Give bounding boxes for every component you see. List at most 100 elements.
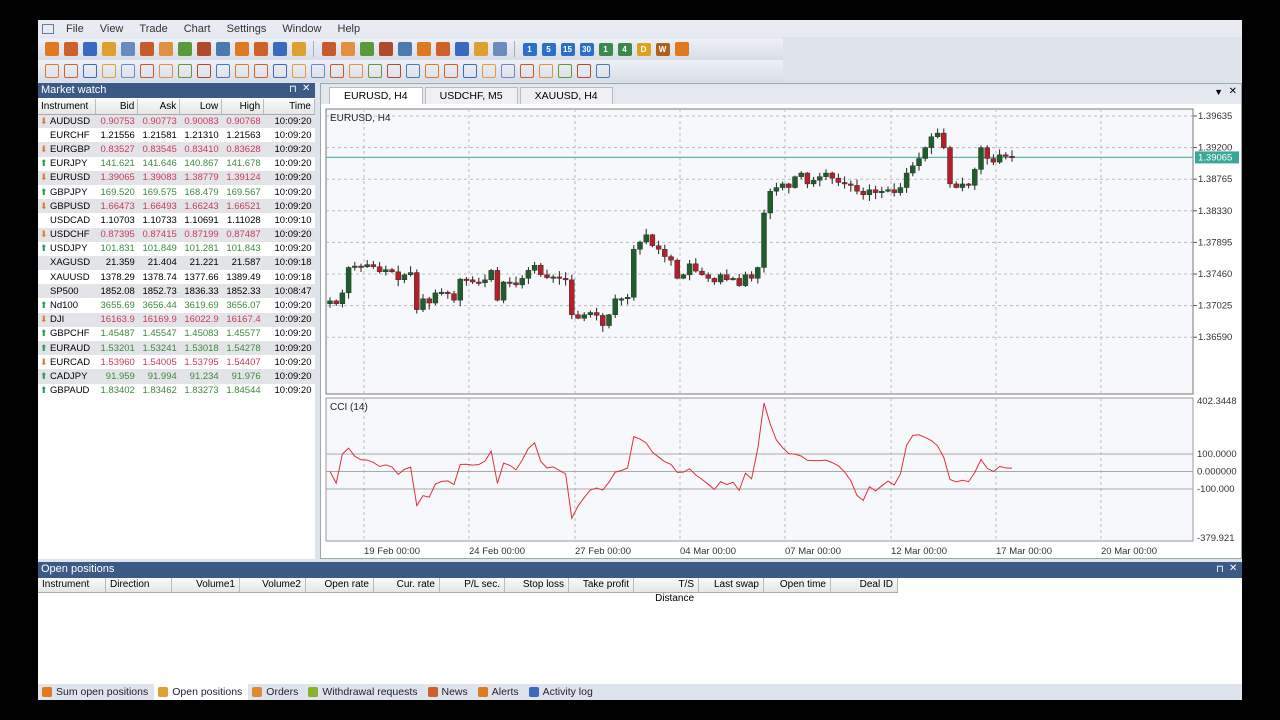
market-watch-row[interactable]: SP500 1852.08 1852.73 1836.33 1852.33 10:08:4…	[38, 284, 315, 299]
candle[interactable]	[860, 187, 866, 200]
market-watch-row[interactable]: ⬇ USDCHF 0.87395 0.87415 0.87199 0.87487 10:09…	[38, 227, 315, 242]
column-header-open-rate[interactable]: Open rate	[306, 578, 374, 592]
candle[interactable]	[748, 271, 755, 282]
candle[interactable]	[631, 245, 637, 301]
label-tool-icon[interactable]	[481, 64, 496, 78]
line-chart-icon[interactable]	[359, 42, 374, 56]
column-header-instrument[interactable]: Instrument	[38, 99, 97, 115]
sell-icon[interactable]	[177, 42, 192, 56]
candle[interactable]	[538, 263, 544, 277]
candle[interactable]	[581, 312, 587, 322]
candle[interactable]	[879, 186, 885, 199]
market-watch-row[interactable]: ⬇ AUDUSD 0.90753 0.90773 0.90083 0.90768 10:09…	[38, 114, 315, 129]
gear-disabled-icon[interactable]	[538, 64, 553, 78]
folder-open-icon[interactable]	[272, 42, 287, 56]
candle[interactable]	[934, 128, 941, 139]
timeframe-button[interactable]: W	[655, 42, 670, 56]
candle[interactable]	[978, 145, 984, 175]
market-watch-row[interactable]: ⬆ GBPAUD 1.83402 1.83462 1.83273 1.84544 10:09…	[38, 384, 315, 398]
menu-view[interactable]: View	[99, 22, 124, 35]
candle[interactable]	[600, 313, 606, 332]
market-watch-row[interactable]: ⬆ Nd100 3655.69 3656.44 3619.69 3656.07 10:09:…	[38, 298, 315, 312]
candle[interactable]	[965, 182, 972, 189]
crosshair-icon[interactable]	[473, 42, 488, 56]
vertical-line-icon[interactable]	[158, 64, 173, 78]
column-header-volume2[interactable]: Volume2	[240, 578, 306, 592]
connect-icon[interactable]	[44, 42, 59, 56]
candle[interactable]	[376, 262, 383, 274]
bottom-tab-orders[interactable]: Orders	[248, 684, 304, 700]
candle[interactable]	[922, 146, 928, 162]
candle[interactable]	[649, 233, 656, 248]
column-header-open-time[interactable]: Open time	[764, 578, 831, 592]
candle[interactable]	[686, 259, 693, 281]
market-watch-row[interactable]: ⬆ USDJPY 101.831 101.849 101.281 101.843 10:09…	[38, 242, 315, 256]
market-watch-row[interactable]: ⬇ EURGBP 0.83527 0.83545 0.83410 0.83628 10:09…	[38, 142, 315, 157]
candle[interactable]	[519, 275, 525, 289]
candle[interactable]	[972, 167, 978, 190]
andrews-icon[interactable]	[367, 64, 382, 78]
market-watch-row[interactable]: XAGUSD 21.359 21.404 21.221 21.587 10:09:18	[38, 255, 315, 271]
candle[interactable]	[531, 261, 538, 274]
pin-icon[interactable]: ⊓	[289, 84, 297, 95]
candle[interactable]	[624, 293, 631, 305]
pencil-icon[interactable]	[177, 64, 192, 78]
fibo-retracement-icon[interactable]	[272, 64, 287, 78]
chart-tab[interactable]: USDCHF, M5	[424, 87, 518, 104]
timeframe-button[interactable]: 15	[560, 42, 575, 56]
candlestick-chart-icon[interactable]	[340, 42, 355, 56]
timeframe-button[interactable]: 5	[541, 42, 556, 56]
candle[interactable]	[643, 228, 649, 245]
candle[interactable]	[829, 171, 835, 185]
market-watch-row[interactable]: ⬆ CADJPY 91.959 91.994 91.234 91.976 10:09:20	[38, 369, 315, 384]
close-icon[interactable]: ✕	[1229, 563, 1238, 574]
scroll-icon[interactable]	[416, 42, 431, 56]
bottom-tab-activity-log[interactable]: Activity log	[525, 684, 599, 700]
candle[interactable]	[525, 267, 532, 284]
candle[interactable]	[370, 260, 377, 269]
chart-tab[interactable]: XAUUSD, H4	[519, 87, 613, 104]
candle[interactable]	[352, 261, 358, 271]
column-header-volume1[interactable]: Volume1	[172, 578, 240, 592]
fibo-levels-icon[interactable]	[291, 64, 306, 78]
crosshair-tool-icon[interactable]	[63, 64, 78, 78]
market-watch-icon[interactable]	[82, 42, 97, 56]
candle[interactable]	[736, 274, 742, 287]
market-watch-row[interactable]: ⬆ GBPJPY 169.520 169.575 168.479 169.567 10:09…	[38, 185, 315, 199]
market-watch-row[interactable]: ⬆ EURAUD 1.53201 1.53241 1.53018 1.54278 10:09…	[38, 341, 315, 356]
candle[interactable]	[457, 277, 463, 307]
candle[interactable]	[866, 184, 873, 201]
bottom-tab-alerts[interactable]: Alerts	[474, 684, 525, 700]
regression-icon[interactable]	[386, 64, 401, 78]
market-watch-row[interactable]: ⬆ EURJPY 141.621 141.646 140.867 141.678 10:09…	[38, 157, 315, 171]
menu-file[interactable]: File	[66, 22, 84, 35]
tab-list-icon[interactable]: ▼	[1214, 87, 1223, 97]
column-header-time[interactable]: Time	[263, 99, 315, 115]
market-watch-row[interactable]: ⬇ EURUSD 1.39065 1.39083 1.38779 1.39124 10:09…	[38, 170, 315, 185]
candle[interactable]	[587, 310, 594, 318]
price-chart[interactable]: 1.39635 1.39200 1.38765 1.38330 1.37895 1.374…	[321, 104, 1241, 558]
candle[interactable]	[407, 266, 414, 277]
candle[interactable]	[513, 276, 519, 288]
candle[interactable]	[841, 176, 848, 189]
column-header-p-l-sec-[interactable]: P/L sec.	[440, 578, 505, 592]
candle[interactable]	[941, 128, 947, 150]
candle[interactable]	[742, 271, 749, 287]
candle[interactable]	[959, 177, 966, 192]
menu-trade[interactable]: Trade	[139, 22, 168, 35]
bottom-tab-news[interactable]: News	[424, 684, 474, 700]
horizontal-line-icon[interactable]	[139, 64, 154, 78]
candle[interactable]	[389, 267, 395, 273]
candle[interactable]	[383, 265, 389, 276]
column-header-last-swap[interactable]: Last swap	[699, 578, 764, 592]
candle[interactable]	[755, 266, 761, 284]
timeframe-button[interactable]: 4	[617, 42, 632, 56]
candle[interactable]	[414, 269, 420, 314]
candle[interactable]	[327, 297, 333, 308]
triangle-icon[interactable]	[424, 64, 439, 78]
candle[interactable]	[345, 266, 352, 299]
candle[interactable]	[792, 175, 798, 189]
candle[interactable]	[494, 267, 501, 302]
column-header-direction[interactable]: Direction	[106, 578, 172, 592]
candle[interactable]	[432, 289, 439, 306]
